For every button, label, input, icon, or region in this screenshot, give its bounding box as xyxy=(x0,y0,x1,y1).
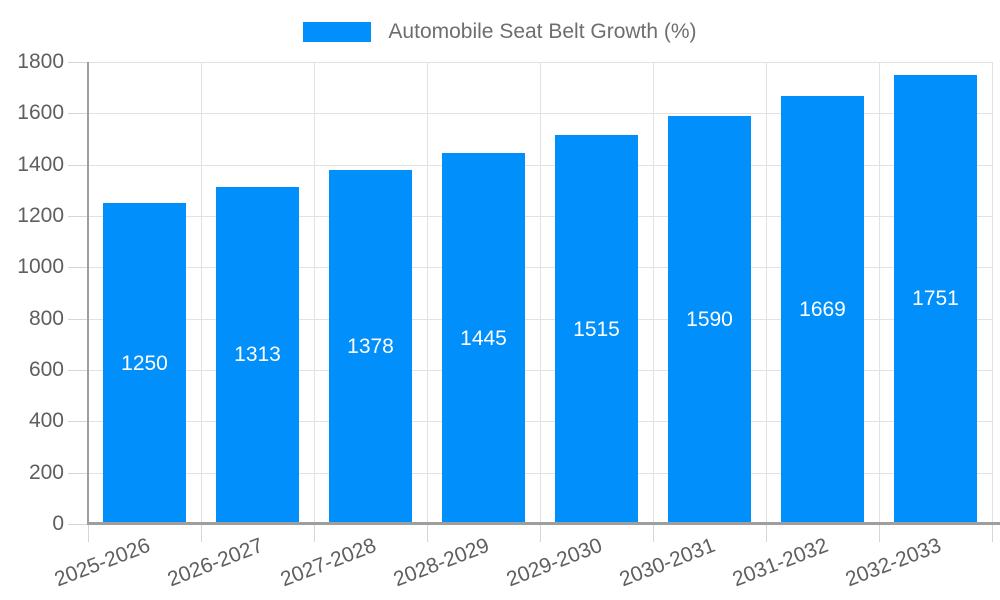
x-axis-line xyxy=(87,522,1000,525)
bar[interactable]: 1250 xyxy=(103,203,186,524)
x-axis-label: 2026-2027 xyxy=(164,533,267,592)
y-axis-tick xyxy=(68,370,88,371)
v-gridline xyxy=(427,62,428,524)
bar[interactable]: 1515 xyxy=(555,135,638,524)
bar-value-label: 1445 xyxy=(460,326,507,350)
y-axis-label: 1400 xyxy=(17,152,64,176)
bar[interactable]: 1590 xyxy=(668,115,751,524)
v-gridline xyxy=(314,62,315,524)
v-gridline xyxy=(201,62,202,524)
x-axis-tick xyxy=(88,524,89,542)
bar-value-label: 1751 xyxy=(912,287,959,311)
bar[interactable]: 1378 xyxy=(329,170,412,524)
bar-value-label: 1313 xyxy=(234,343,281,367)
y-axis-label: 1000 xyxy=(17,255,64,279)
y-axis-label: 0 xyxy=(52,512,64,535)
bar-value-label: 1378 xyxy=(347,335,394,359)
x-axis-label: 2031-2032 xyxy=(729,533,832,592)
y-axis-line xyxy=(87,62,89,524)
chart-legend[interactable]: Automobile Seat Belt Growth (%) xyxy=(0,19,1000,45)
x-axis-tick xyxy=(653,524,654,542)
y-axis-tick xyxy=(68,267,88,269)
y-axis-tick xyxy=(68,62,88,63)
bar[interactable]: 1751 xyxy=(894,74,977,524)
bar[interactable]: 1669 xyxy=(781,95,864,524)
v-gridline xyxy=(879,62,880,524)
y-axis-tick xyxy=(68,164,88,166)
y-axis-tick xyxy=(68,216,88,217)
x-axis-tick xyxy=(879,524,880,542)
bar[interactable]: 1445 xyxy=(442,153,525,524)
x-axis-tick xyxy=(766,524,767,542)
y-axis-tick xyxy=(68,318,88,320)
bar-value-label: 1590 xyxy=(686,307,733,331)
v-gridline xyxy=(992,62,993,524)
x-axis-label: 2028-2029 xyxy=(390,533,493,592)
y-axis-label: 600 xyxy=(28,358,64,381)
legend-label: Automobile Seat Belt Growth (%) xyxy=(388,20,697,43)
y-axis-tick xyxy=(68,421,88,423)
bar-value-label: 1669 xyxy=(799,297,846,321)
y-axis-label: 1600 xyxy=(17,101,64,125)
y-axis-label: 400 xyxy=(28,409,64,433)
y-axis-tick xyxy=(68,113,88,115)
y-axis-tick xyxy=(68,524,88,525)
x-axis-tick xyxy=(992,524,993,542)
x-axis-tick xyxy=(201,524,202,542)
y-axis-label: 200 xyxy=(28,460,64,484)
x-axis-label: 2030-2031 xyxy=(616,533,719,592)
y-axis-tick xyxy=(68,472,88,474)
v-gridline xyxy=(653,62,654,524)
x-axis-label: 2025-2026 xyxy=(51,533,154,592)
bar-value-label: 1250 xyxy=(121,351,168,375)
v-gridline xyxy=(540,62,541,524)
v-gridline xyxy=(766,62,767,524)
y-axis-label: 800 xyxy=(28,306,64,330)
x-axis-tick xyxy=(427,524,428,542)
x-axis-label: 2032-2033 xyxy=(842,533,945,592)
x-axis-tick xyxy=(540,524,541,542)
y-axis-label: 1200 xyxy=(17,204,64,227)
x-axis-tick xyxy=(314,524,315,542)
bar-value-label: 1515 xyxy=(573,317,620,341)
y-axis-label: 1800 xyxy=(17,50,64,73)
x-axis-label: 2027-2028 xyxy=(277,533,380,592)
legend-swatch xyxy=(303,22,372,42)
bar[interactable]: 1313 xyxy=(216,186,299,524)
x-axis-label: 2029-2030 xyxy=(503,533,606,592)
